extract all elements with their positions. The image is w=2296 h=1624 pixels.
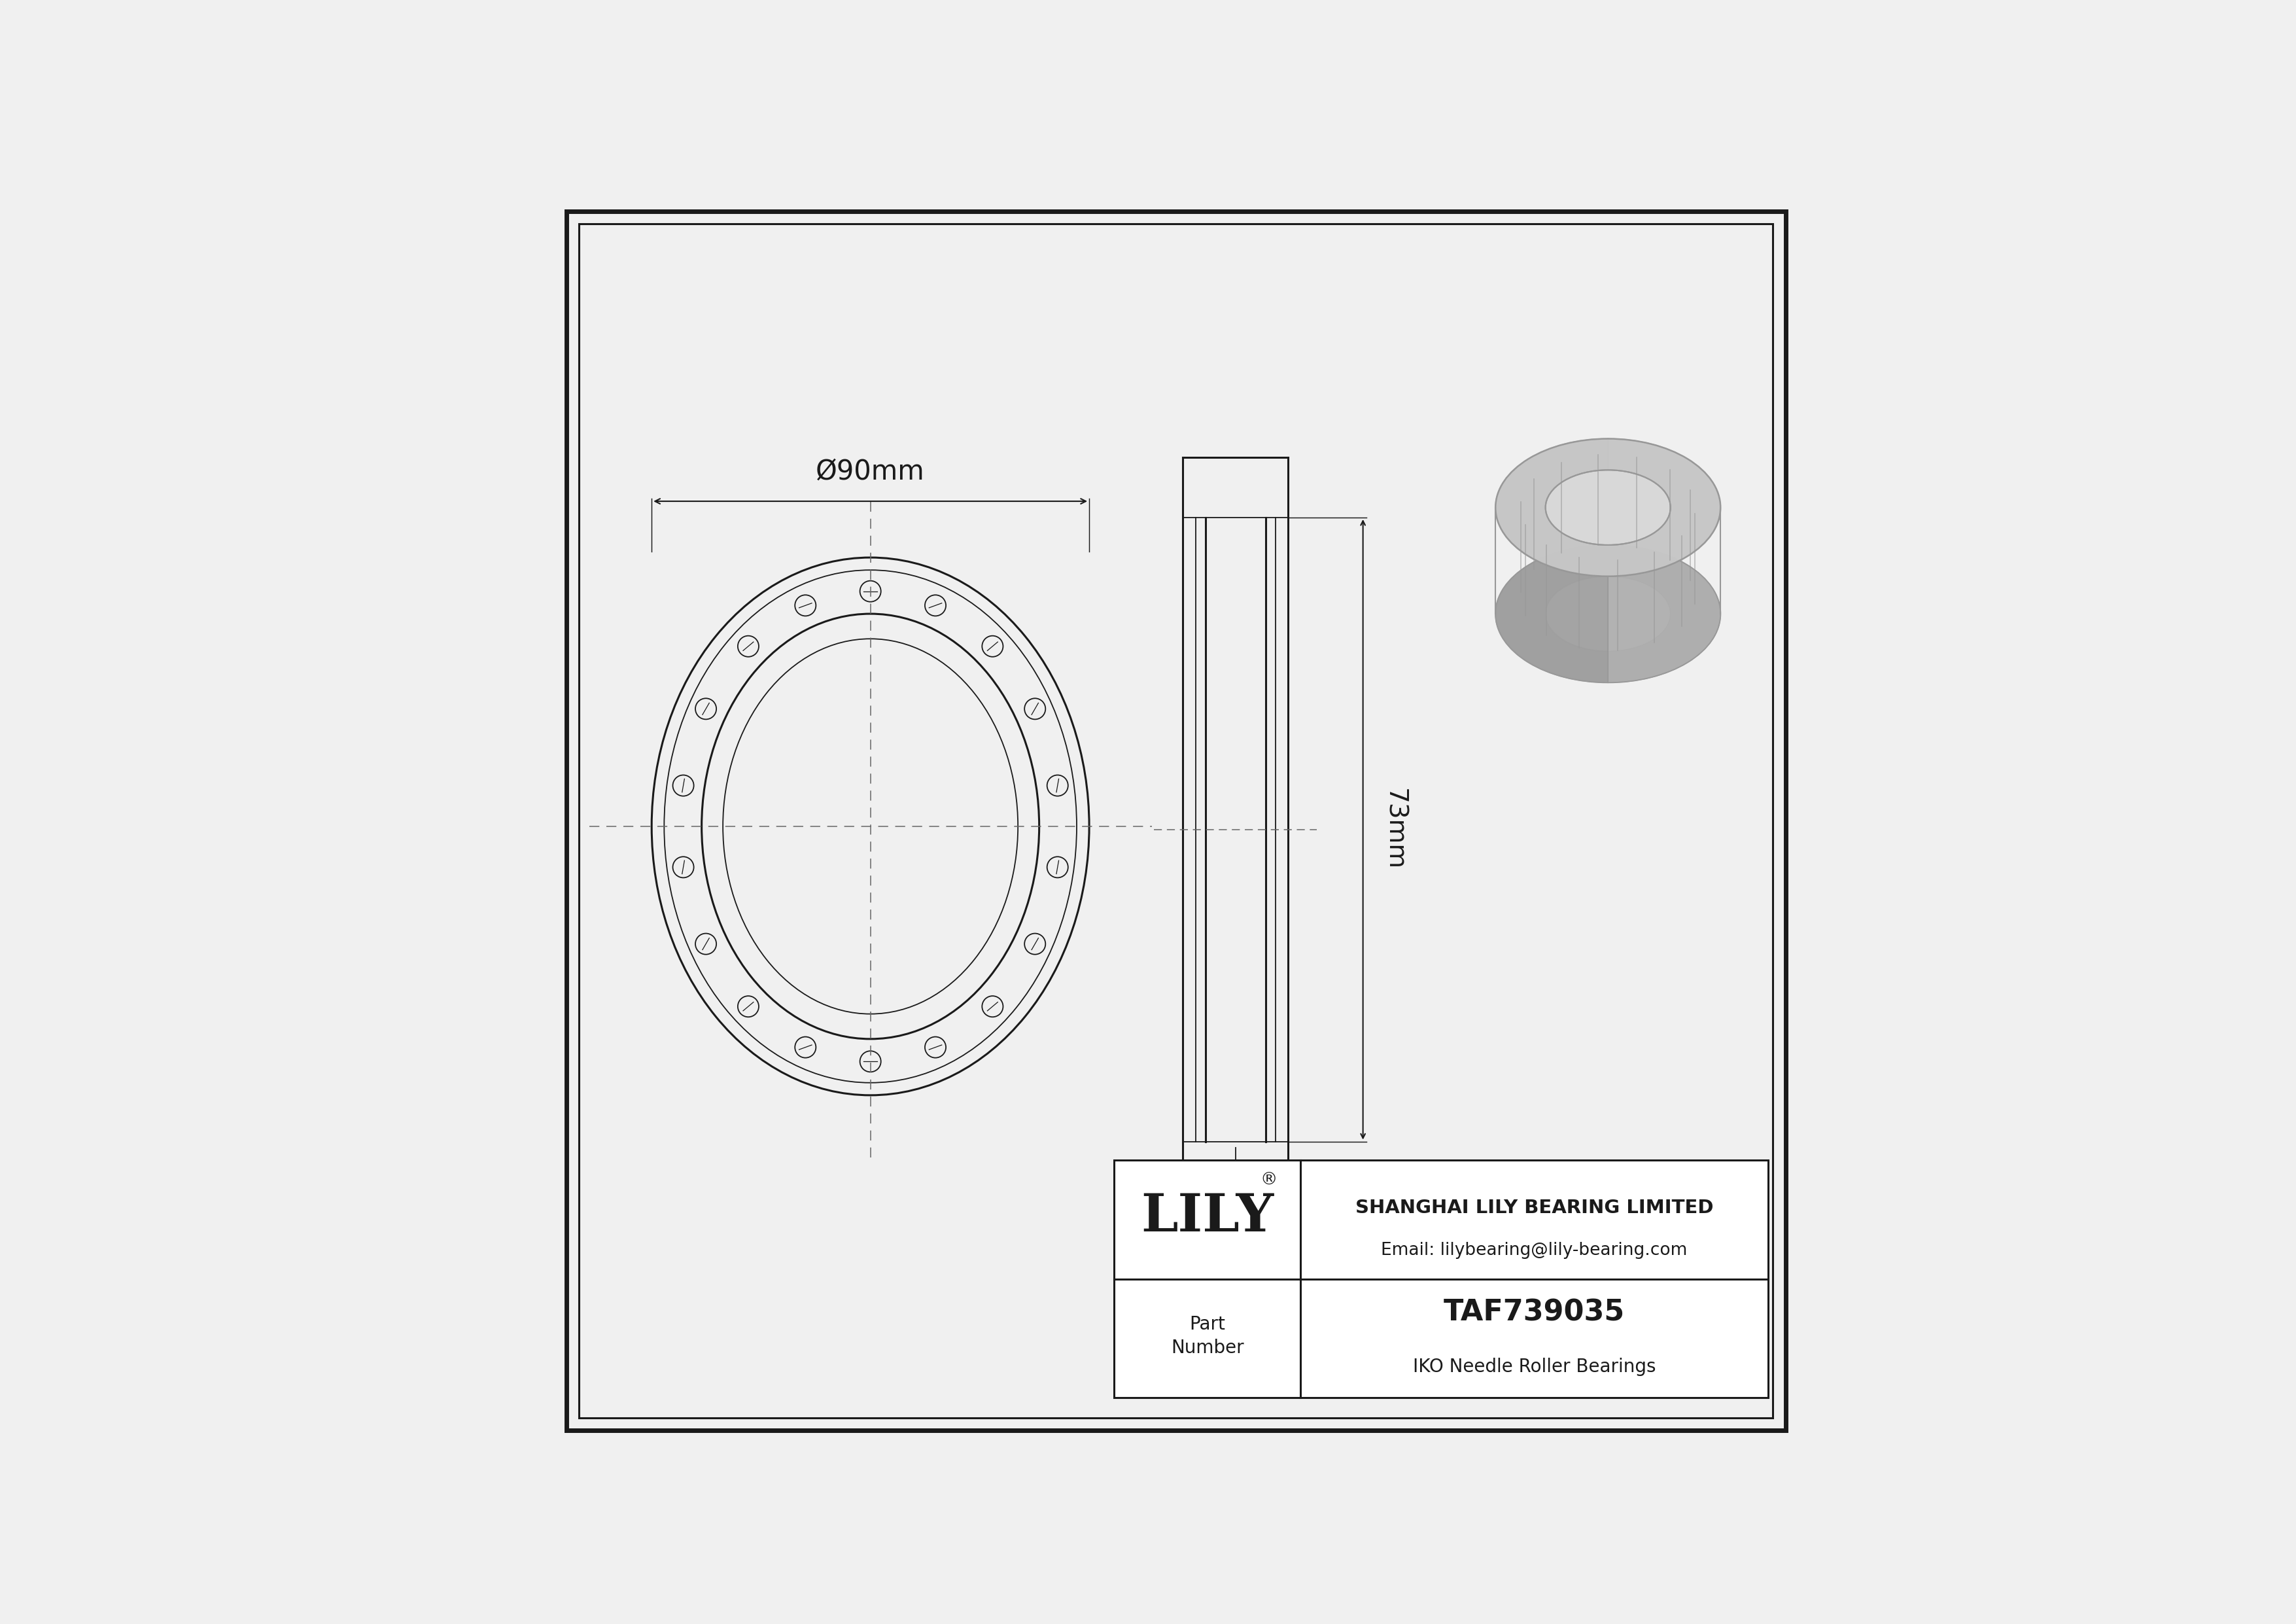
Ellipse shape [1545,469,1671,546]
Bar [1114,1160,1768,1398]
Text: Email: lilybearing@lily-bearing.com: Email: lilybearing@lily-bearing.com [1382,1242,1688,1259]
Polygon shape [1495,438,1720,577]
Text: LILY: LILY [1141,1192,1274,1242]
Ellipse shape [1495,546,1720,682]
Text: Ø90mm: Ø90mm [815,458,925,486]
Text: IKO Needle Roller Bearings: IKO Needle Roller Bearings [1412,1358,1655,1376]
Polygon shape [1495,438,1607,682]
Text: 35mm: 35mm [1194,1257,1277,1283]
Text: TAF739035: TAF739035 [1444,1298,1626,1327]
Text: Part
Number: Part Number [1171,1315,1244,1358]
Polygon shape [1607,438,1720,682]
Text: ®: ® [1261,1171,1277,1189]
Text: 73mm: 73mm [1382,789,1407,870]
Ellipse shape [1545,577,1671,651]
Text: SHANGHAI LILY BEARING LIMITED: SHANGHAI LILY BEARING LIMITED [1355,1199,1713,1216]
